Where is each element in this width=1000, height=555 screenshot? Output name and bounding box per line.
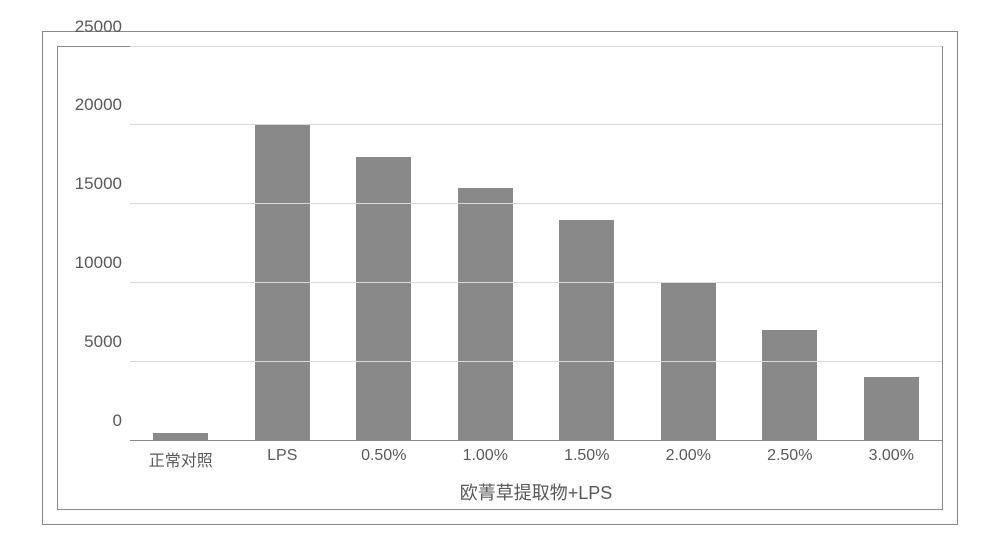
x-tick-label: 2.00% — [638, 441, 740, 471]
bar-slot — [333, 47, 435, 441]
plot-body: 0500010000150002000025000 — [58, 47, 942, 441]
bar-slot — [232, 47, 334, 441]
bar — [458, 188, 513, 440]
bar — [559, 220, 614, 441]
y-tick-label: 15000 — [75, 174, 122, 194]
bar-slot — [638, 47, 740, 441]
bar — [661, 283, 716, 441]
x-tick-label: 2.50% — [739, 441, 841, 471]
bar — [762, 330, 817, 440]
bar-slot — [435, 47, 537, 441]
y-tick-label: 20000 — [75, 95, 122, 115]
y-tick-label: 5000 — [84, 332, 122, 352]
gridline — [130, 203, 942, 204]
chart-outer-frame: 0500010000150002000025000 正常对照LPS0.50%1.… — [42, 31, 958, 525]
chart-plot-frame: 0500010000150002000025000 正常对照LPS0.50%1.… — [57, 46, 943, 510]
gridline — [130, 124, 942, 125]
chart-area — [130, 47, 942, 441]
x-tick-label: LPS — [232, 441, 334, 471]
x-axis-title-row: 欧菁草提取物+LPS — [130, 471, 942, 505]
y-tick-label: 10000 — [75, 253, 122, 273]
x-tick-label: 1.50% — [536, 441, 638, 471]
bar — [255, 125, 310, 440]
y-tick-label: 0 — [113, 411, 122, 431]
x-tick-label: 正常对照 — [130, 441, 232, 471]
x-tick-label: 1.00% — [435, 441, 537, 471]
x-tick-label: 3.00% — [841, 441, 943, 471]
gridline — [130, 361, 942, 362]
bar-slot — [130, 47, 232, 441]
bar — [356, 157, 411, 441]
y-tick-label: 25000 — [75, 17, 122, 37]
gridline — [130, 46, 942, 47]
x-axis-title: 欧菁草提取物+LPS — [460, 479, 613, 505]
gridline — [130, 282, 942, 283]
bar-slot — [536, 47, 638, 441]
bar-slot — [841, 47, 943, 441]
bar-slot — [739, 47, 841, 441]
x-tick-label: 0.50% — [333, 441, 435, 471]
x-axis: 正常对照LPS0.50%1.00%1.50%2.00%2.50%3.00% 欧菁… — [58, 441, 942, 509]
bar — [864, 377, 919, 440]
baseline — [130, 440, 942, 441]
y-axis: 0500010000150002000025000 — [58, 47, 130, 441]
bars-container — [130, 47, 942, 441]
x-axis-labels: 正常对照LPS0.50%1.00%1.50%2.00%2.50%3.00% — [130, 441, 942, 471]
